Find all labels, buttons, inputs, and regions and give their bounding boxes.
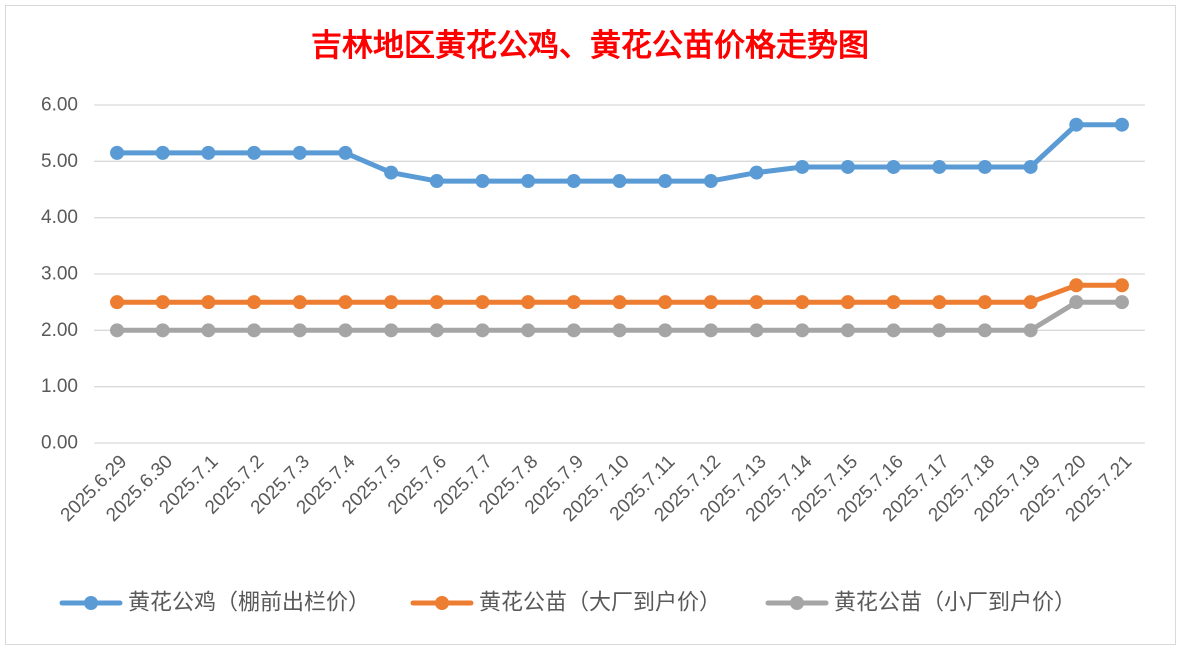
data-point [475, 174, 490, 189]
data-point [658, 295, 673, 310]
data-point [338, 295, 353, 310]
legend-marker-icon [790, 596, 804, 610]
data-point [932, 159, 947, 174]
data-point [1023, 323, 1038, 338]
y-axis-labels: 0.00 1.00 2.00 3.00 4.00 5.00 6.00 [41, 95, 78, 454]
data-point [658, 174, 673, 189]
data-point [110, 295, 125, 310]
data-point [886, 323, 901, 338]
data-point [703, 323, 718, 338]
data-point [155, 145, 170, 160]
data-point [521, 323, 536, 338]
data-point [1023, 159, 1038, 174]
data-point [612, 174, 627, 189]
data-point [977, 323, 992, 338]
data-point [1023, 295, 1038, 310]
data-point [201, 295, 216, 310]
data-point [429, 174, 444, 189]
legend-label: 黄花公苗（大厂到户价） [479, 591, 721, 616]
data-point [384, 323, 399, 338]
legend-label: 黄花公苗（小厂到户价） [834, 591, 1076, 616]
y-tick-label: 5.00 [41, 151, 78, 172]
data-point [429, 295, 444, 310]
chart-title: 吉林地区黄花公鸡、黄花公苗价格走势图 [311, 28, 869, 64]
legend: 黄花公鸡（棚前出栏价） 黄花公苗（大厂到户价） 黄花公苗（小厂到户价） [59, 591, 1076, 616]
legend-marker-icon [84, 596, 98, 610]
data-point [932, 323, 947, 338]
data-point [201, 145, 216, 160]
data-point [110, 323, 125, 338]
data-point [1069, 117, 1084, 132]
data-point [292, 295, 307, 310]
data-point [932, 295, 947, 310]
legend-item-2: 黄花公苗（小厂到户价） [765, 591, 1076, 616]
legend-item-0: 黄花公鸡（棚前出栏价） [59, 591, 370, 616]
series-group [110, 117, 1129, 338]
y-tick-label: 3.00 [41, 264, 78, 285]
legend-item-1: 黄花公苗（大厂到户价） [410, 591, 721, 616]
y-tick-label: 6.00 [41, 95, 78, 116]
data-point [749, 323, 764, 338]
y-tick-label: 1.00 [41, 376, 78, 397]
data-point [201, 323, 216, 338]
data-point [521, 174, 536, 189]
data-point [384, 165, 399, 180]
data-point [840, 295, 855, 310]
y-tick-label: 0.00 [41, 433, 78, 454]
data-point [247, 323, 262, 338]
data-point [886, 159, 901, 174]
data-point [384, 295, 399, 310]
data-point [247, 295, 262, 310]
y-tick-label: 4.00 [41, 207, 78, 228]
legend-label: 黄花公鸡（棚前出栏价） [128, 591, 370, 616]
data-point [155, 323, 170, 338]
data-point [110, 145, 125, 160]
data-point [1114, 117, 1129, 132]
data-point [566, 174, 581, 189]
data-point [292, 145, 307, 160]
data-point [703, 174, 718, 189]
data-point [749, 295, 764, 310]
data-point [475, 323, 490, 338]
data-point [795, 295, 810, 310]
data-point [977, 159, 992, 174]
data-point [521, 295, 536, 310]
data-point [1114, 295, 1129, 310]
legend-marker-icon [435, 596, 449, 610]
data-point [612, 295, 627, 310]
data-point [338, 145, 353, 160]
data-point [840, 159, 855, 174]
y-tick-label: 2.00 [41, 320, 78, 341]
data-point [1069, 295, 1084, 310]
data-point [840, 323, 855, 338]
data-point [977, 295, 992, 310]
data-point [795, 159, 810, 174]
data-point [749, 165, 764, 180]
data-point [475, 295, 490, 310]
data-point [247, 145, 262, 160]
data-point [703, 295, 718, 310]
data-point [886, 295, 901, 310]
data-point [1069, 278, 1084, 293]
data-point [292, 323, 307, 338]
data-point [1114, 278, 1129, 293]
data-point [566, 295, 581, 310]
data-point [338, 323, 353, 338]
data-point [155, 295, 170, 310]
data-point [795, 323, 810, 338]
chart-frame [5, 5, 1176, 645]
data-point [612, 323, 627, 338]
data-point [566, 323, 581, 338]
data-point [658, 323, 673, 338]
data-point [429, 323, 444, 338]
